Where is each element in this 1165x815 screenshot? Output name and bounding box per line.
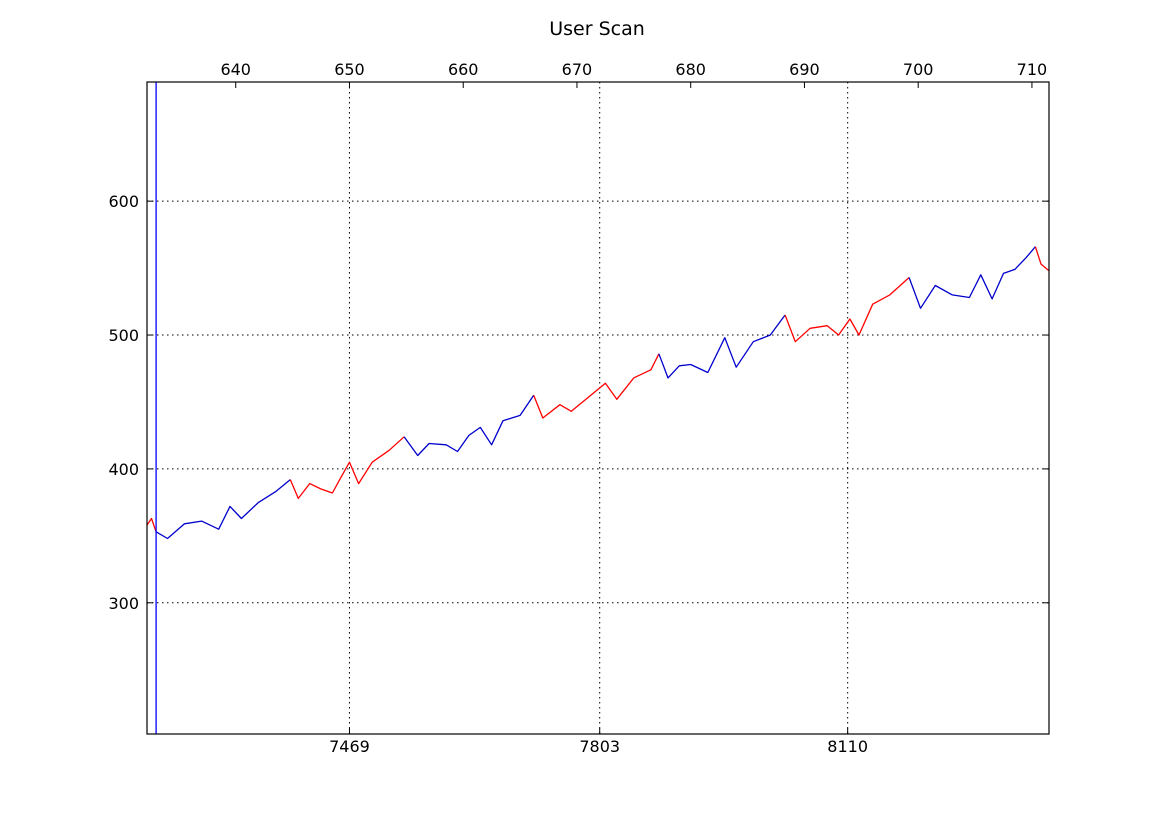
top-tick-label: 640 (220, 60, 251, 79)
chart-title: User Scan (549, 18, 645, 40)
top-tick-label: 700 (903, 60, 934, 79)
top-tick-label: 670 (562, 60, 593, 79)
series-line (533, 353, 660, 419)
grid (147, 82, 1049, 734)
top-tick-label: 650 (334, 60, 365, 79)
bottom-tick-label: 8110 (827, 737, 868, 756)
series-line (784, 277, 910, 343)
plot-frame (146, 81, 1050, 735)
y-tick-label: 500 (108, 326, 139, 345)
top-tick-label: 660 (448, 60, 479, 79)
y-tick-label: 600 (108, 192, 139, 211)
series-line (1034, 246, 1050, 272)
series-line (155, 479, 291, 540)
data-series (146, 246, 1050, 540)
top-tick-label: 690 (789, 60, 820, 79)
top-tick-label: 680 (675, 60, 706, 79)
series-line (908, 246, 1036, 309)
series-line (289, 436, 405, 500)
top-tick-label: 710 (1017, 60, 1048, 79)
y-tick-label: 300 (108, 594, 139, 613)
bottom-tick-label: 7469 (329, 737, 370, 756)
series-line (658, 314, 786, 379)
axis-ticks: 300 400 500 600 640 650 660 670 680 690 700 710 7469… (108, 60, 1049, 756)
bottom-tick-label: 7803 (579, 737, 620, 756)
series-line (146, 517, 157, 533)
series-line (403, 394, 535, 457)
y-tick-label: 400 (108, 460, 139, 479)
